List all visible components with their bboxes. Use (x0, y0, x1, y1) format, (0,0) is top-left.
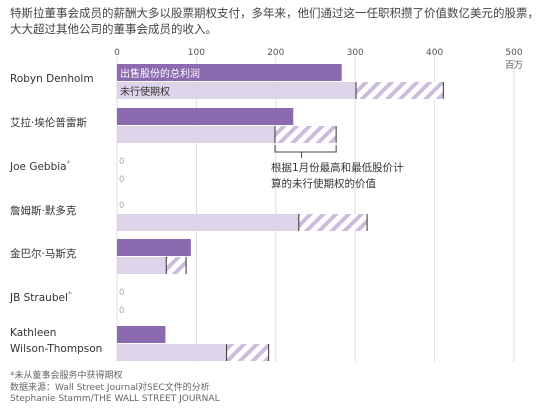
bar-unexercised-low (117, 214, 299, 231)
row-label: Robyn Denholm (10, 73, 94, 85)
bar-unexercised-range (226, 344, 269, 361)
bar-unexercised-low (117, 344, 227, 361)
bar-unexercised-low (117, 257, 167, 274)
x-tick-label: 100 (188, 48, 205, 58)
legend-unexercised-label: 未行使期权 (120, 85, 170, 98)
x-tick-label: 0 (114, 48, 120, 58)
headline-line-2: 大大超过其他公司的董事会成员的收入。 (10, 22, 217, 36)
bar-unexercised-low (117, 82, 356, 99)
bar-unexercised-range (355, 82, 444, 99)
bar-sold-zero-label: 0 (119, 288, 124, 298)
bar-sold-profit (117, 108, 294, 125)
bar-unexercised-range (298, 214, 368, 231)
gridlines (116, 57, 515, 362)
bar-unexercised-range (166, 257, 187, 274)
row-label: JB Straubel* (9, 290, 72, 304)
unit-label: 百万 (505, 60, 523, 71)
row-label: 艾拉·埃伦普雷斯 (10, 116, 87, 129)
footer-source: 数据来源：Wall Street Journal对SEC文件的分析 (10, 382, 210, 393)
x-tick-label: 500 (505, 48, 522, 58)
footnote-asterisk: * (68, 290, 72, 299)
annotation-line-1: 根据1月份最高和最低股价计 (271, 161, 404, 174)
row-label: Wilson-Thompson (10, 343, 102, 355)
row-label: 詹姆斯·默多克 (10, 204, 77, 217)
x-tick-label: 200 (267, 48, 284, 58)
row-label: Joe Gebbia* (9, 159, 71, 173)
bar-sold-profit (117, 239, 191, 256)
chart-footer: *未从董事会服务中获得期权 数据来源：Wall Street Journal对S… (10, 371, 545, 406)
bars: 0 0 0 0 0 (117, 64, 444, 361)
chart-headline: 特斯拉董事会成员的薪酬大多以股票期权支付，多年来，他们通过这一任职积攒了价值数亿… (10, 5, 545, 37)
footer-note: *未从董事会服务中获得期权 (10, 371, 123, 381)
footer-credit: Stephanie Stamm/THE WALL STREET JOURNAL (10, 394, 220, 404)
bar-sold-profit (117, 64, 342, 81)
headline-line-1: 特斯拉董事会成员的薪酬大多以股票期权支付，多年来，他们通过这一任职积攒了价值数亿… (10, 6, 539, 20)
x-axis-ticks: 0 100 200 300 400 500 百万 (114, 48, 523, 71)
row-label: Kathleen (10, 327, 56, 339)
legend-sold-label: 出售股份的总利润 (120, 67, 200, 80)
row-labels: Robyn Denholm 艾拉·埃伦普雷斯 Joe Gebbia* 詹姆斯·默多克金… (9, 73, 102, 355)
tesla-board-compensation-chart: 0 100 200 300 400 500 百万 0 0 0 0 0 Robyn Denholm 艾拉… (9, 48, 523, 362)
bar-sold-zero-label: 0 (119, 201, 124, 211)
footnote-asterisk: * (67, 159, 71, 168)
bar-unexercised-low (117, 126, 276, 143)
annotation-bracket (274, 145, 337, 158)
bar-unexercised-zero-label: 0 (119, 175, 124, 185)
bar-unexercised-range (275, 126, 337, 143)
annotation: 根据1月份最高和最低股价计 算的未行使期权的价值 (271, 145, 404, 190)
bar-sold-profit (117, 326, 166, 343)
x-tick-label: 400 (426, 48, 443, 58)
x-tick-label: 300 (347, 48, 364, 58)
annotation-line-2: 算的未行使期权的价值 (271, 177, 376, 190)
bar-sold-zero-label: 0 (119, 157, 124, 167)
row-label: 金巴尔·马斯克 (10, 247, 77, 260)
bar-unexercised-zero-label: 0 (119, 306, 124, 316)
